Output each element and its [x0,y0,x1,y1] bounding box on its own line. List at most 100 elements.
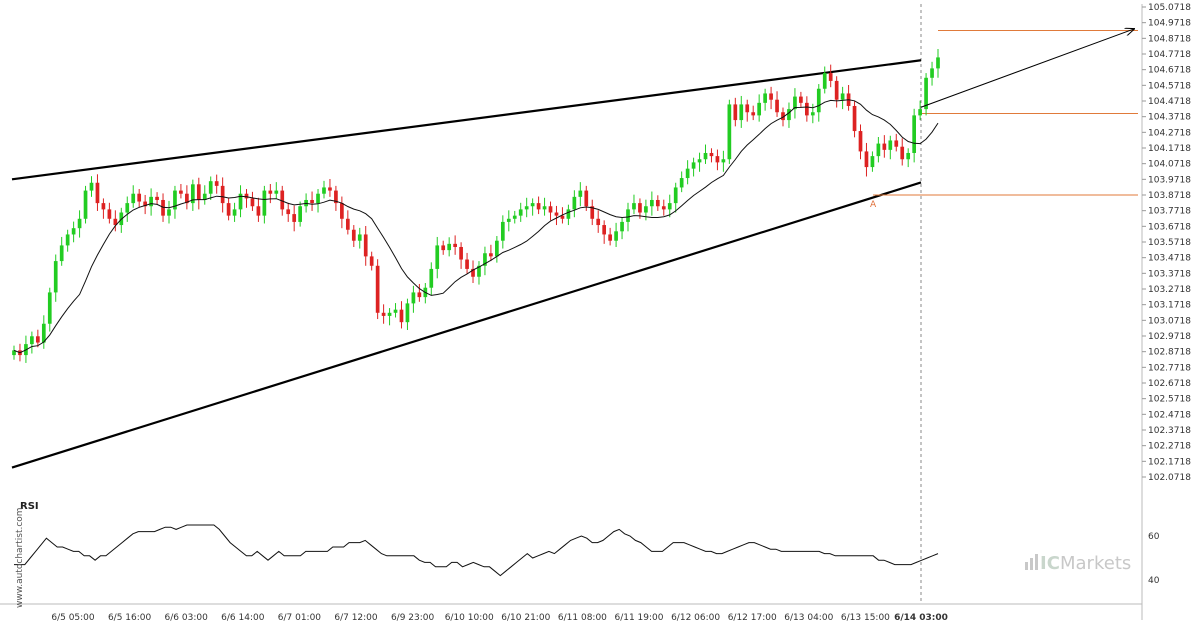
rsi-line [14,524,939,577]
candle-body [143,201,147,207]
moving-average-line [13,99,939,354]
candle-body [429,268,434,288]
y-tick-label: 104.6718 [1148,66,1191,76]
candle-body [89,182,94,191]
candle-body [12,350,16,356]
y-tick-label: 103.7718 [1148,207,1191,217]
candle-body [912,115,917,153]
candle-body [340,203,344,219]
candle-body [274,190,279,194]
candle-body [816,88,821,113]
candle-body [721,159,726,163]
candle-body [685,168,690,179]
candle-body [190,184,195,204]
x-axis-ticks: 6/5 05:00 6/5 16:00 6/6 03:00 6/6 14:00 6/7 … [51,613,948,623]
candle-body [936,57,940,69]
rsi-tick-label: 40 [1148,576,1160,586]
candle-body [220,185,225,204]
x-tick-label: 6/13 04:00 [784,613,833,623]
candle-body [894,140,899,147]
brand-markets-text: Markets [1060,553,1131,574]
candle-body [59,245,64,262]
y-tick-label: 102.1718 [1148,457,1191,467]
candle-body [167,209,171,216]
candle-body [650,199,654,207]
y-tick-label: 103.6718 [1148,222,1191,232]
candle-body [459,246,463,260]
y-tick-label: 104.0718 [1148,160,1191,170]
watermark-text: www.autochartist.com [15,507,25,608]
candle-body [232,209,237,216]
candle-body [465,259,469,269]
y-tick-label: 104.5718 [1148,81,1191,91]
x-tick-label: 6/10 21:00 [501,613,550,623]
brand-logo: IC Markets [1025,553,1131,574]
candle-body [471,268,475,277]
candle-body [399,309,404,323]
candle-body [673,187,678,204]
y-tick-label: 104.4718 [1148,97,1191,107]
candle-body [322,187,326,194]
candle-body [369,256,374,266]
candle-body [608,234,612,241]
candle-body [363,234,368,257]
candle-body [614,231,618,241]
x-tick-label: 6/11 19:00 [614,613,663,623]
y-tick-label: 102.9718 [1148,332,1191,342]
projection-arrow [920,29,1134,108]
candle-body [65,234,70,246]
candle-body [30,336,34,345]
y-tick-label: 103.9718 [1148,175,1191,185]
y-tick-label: 103.8718 [1148,191,1191,201]
x-tick-label: 6/5 16:00 [108,613,152,623]
candle-body [852,105,857,132]
candle-body [173,190,177,210]
y-tick-label: 102.6718 [1148,379,1191,389]
candle-body [679,178,684,188]
channel-upper-line [11,59,922,181]
x-tick-label: 6/12 17:00 [728,613,777,623]
candle-body [453,243,457,247]
candle-body [703,152,708,160]
candle-body [733,104,738,121]
candle-body [578,190,583,197]
candle-body [709,152,714,157]
candle-body [560,215,565,219]
candle-body [113,218,118,226]
candle-body [644,206,648,213]
candle-body [661,206,666,210]
y-tick-label: 103.2718 [1148,285,1191,295]
y-tick-label: 102.0718 [1148,473,1191,483]
candle-body [590,206,595,219]
candle-body [477,265,481,277]
candle-body [208,181,213,194]
candle-body [715,156,720,163]
candle-body [489,253,493,257]
candle-body [822,73,827,89]
candle-body [53,261,58,293]
candle-body [250,198,255,207]
candle-body [155,196,159,200]
candle-body [381,312,386,316]
candle-body [787,109,791,121]
candle-body [781,112,785,121]
candle-body [316,193,320,204]
y-tick-label: 103.5718 [1148,238,1191,248]
y-tick-label: 104.2718 [1148,128,1191,138]
candle-body [125,203,130,213]
candle-body [77,218,82,229]
x-tick-label: 6/5 05:00 [51,613,95,623]
brand-ic-text: IC [1040,553,1060,574]
x-tick-label: 6/9 23:00 [391,613,435,623]
candle-body [810,112,815,116]
candle-body [483,253,487,266]
candle-body [310,199,314,204]
candle-body [918,109,922,116]
y-tick-label: 102.8718 [1148,348,1191,358]
candle-body [256,206,261,216]
candle-body [840,93,845,100]
candle-body [530,203,535,207]
candle-body [435,245,440,269]
candle-body [262,190,267,216]
candle-body [876,143,881,157]
